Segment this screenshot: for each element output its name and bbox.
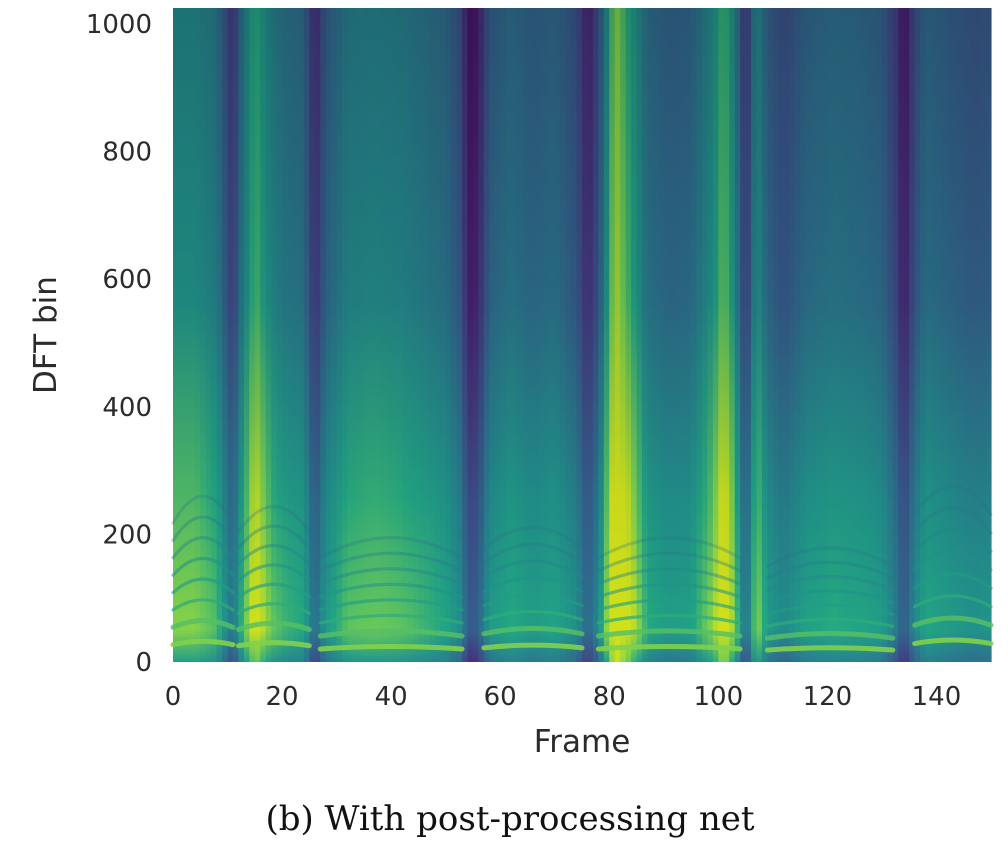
y-tick-label: 800 bbox=[102, 138, 152, 168]
x-tick-label: 0 bbox=[165, 682, 182, 712]
x-tick-label: 120 bbox=[803, 682, 853, 712]
y-tick-label: 1000 bbox=[86, 10, 152, 40]
x-tick-label: 60 bbox=[484, 682, 517, 712]
x-tick-label: 140 bbox=[912, 682, 962, 712]
x-tick-label: 100 bbox=[694, 682, 744, 712]
x-tick-label: 20 bbox=[266, 682, 299, 712]
y-axis-label: DFT bin bbox=[28, 276, 64, 394]
y-tick-label: 600 bbox=[102, 265, 152, 295]
x-tick-label: 40 bbox=[375, 682, 408, 712]
figure-caption: (b) With post-processing net bbox=[265, 799, 754, 839]
y-tick-label: 400 bbox=[102, 393, 152, 423]
heatmap-depth-shading bbox=[173, 8, 991, 662]
x-axis-label: Frame bbox=[534, 724, 631, 760]
y-tick-label: 0 bbox=[135, 648, 152, 678]
x-tick-label: 80 bbox=[593, 682, 626, 712]
y-axis-ticks: 0 200 400 600 800 1000 bbox=[86, 10, 152, 678]
y-tick-label: 200 bbox=[102, 520, 152, 550]
spectrogram-plot-area bbox=[170, 8, 994, 662]
x-axis-ticks: 0 20 40 60 80 100 120 140 bbox=[165, 682, 962, 712]
